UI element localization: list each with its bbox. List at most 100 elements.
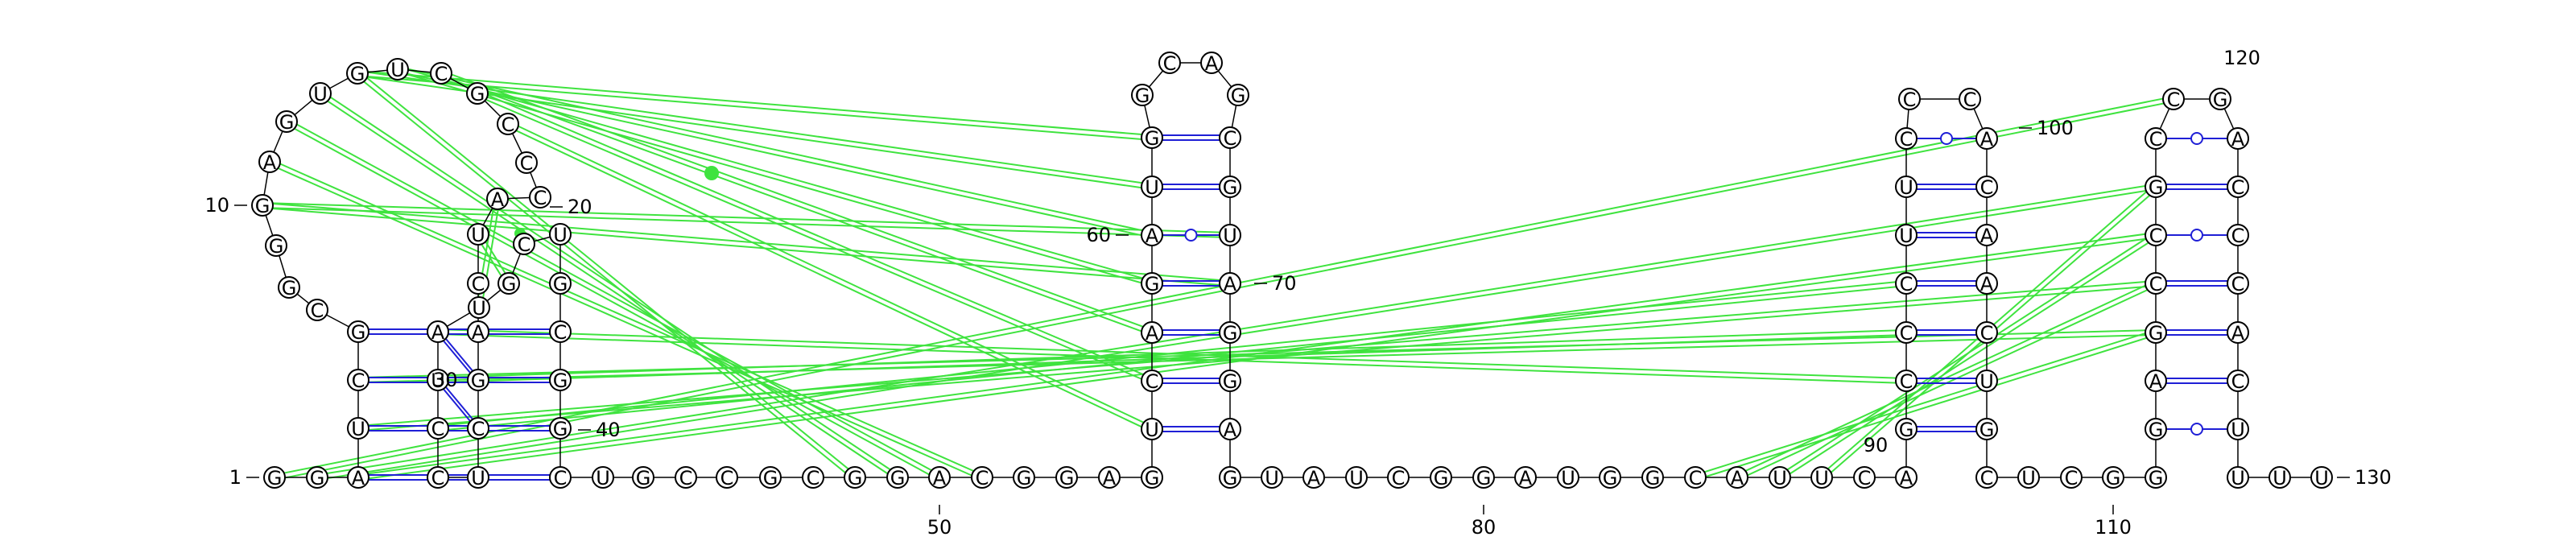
nucleotide: C — [513, 233, 535, 256]
nucleotide-letter: C — [1224, 127, 1237, 150]
crosslink-line — [321, 90, 900, 477]
nucleotide-circle — [2227, 272, 2249, 295]
nucleotide-letter: A — [1519, 467, 1533, 489]
crosslink-line — [1694, 329, 2156, 477]
nucleotide-letter: G — [2149, 176, 2164, 199]
nucleotide: A — [427, 320, 449, 344]
nucleotide: A — [2227, 127, 2249, 151]
crosslink-line — [262, 202, 1231, 283]
nucleotide-letter: G — [636, 467, 651, 489]
nucleotide: U — [549, 223, 572, 246]
nucleotide: U — [1895, 224, 1918, 247]
nucleotide: G — [2209, 88, 2231, 111]
nucleotide-circle — [549, 320, 572, 343]
nucleotide-letter: C — [720, 467, 734, 489]
nucleotide-letter: G — [502, 273, 517, 295]
nucleotide: A — [486, 188, 509, 211]
nucleotide: G — [1975, 418, 1998, 441]
nucleotide-circle — [549, 466, 572, 489]
nucleotide-letter: U — [1561, 467, 1575, 489]
nucleotide: C — [427, 466, 449, 489]
nucleotide: A — [1975, 127, 1998, 151]
position-label-130: 130 — [2355, 466, 2392, 489]
nucleotide: C — [802, 466, 824, 489]
nucleotide-circle — [2060, 466, 2083, 489]
nucleotide: U — [1810, 466, 1833, 489]
crosslink-line — [441, 70, 1154, 332]
nucleotide-letter: G — [1017, 467, 1032, 489]
nucleotide-letter: G — [2149, 467, 2164, 489]
nucleotide-circle — [427, 320, 449, 343]
nucleotide-circle — [278, 276, 300, 299]
nucleotide: U — [1769, 466, 1791, 489]
nucleotide-letter: G — [279, 111, 295, 134]
nucleotide-letter: C — [679, 467, 693, 489]
wobble-pair-marker — [1184, 229, 1198, 242]
nucleotide: G — [2145, 418, 2167, 441]
nucleotide-circle — [467, 320, 489, 343]
nucleotide-letter: C — [520, 152, 534, 175]
nucleotide-circle — [759, 466, 782, 489]
nucleotide-letter: C — [435, 63, 448, 85]
nucleotide-letter: U — [390, 59, 405, 81]
nucleotide-circle — [2227, 466, 2249, 489]
nucleotide-letter: A — [2231, 128, 2245, 151]
nucleotide-circle — [1895, 224, 1918, 246]
nucleotide-circle — [347, 417, 369, 440]
nucleotide: G — [1219, 176, 1241, 199]
nucleotide-circle — [497, 113, 519, 135]
nucleotide-letter: G — [553, 273, 568, 295]
nucleotide-letter: U — [1773, 467, 1787, 489]
nucleotide-letter: C — [1392, 467, 1406, 489]
nucleotide-letter: G — [1603, 467, 1618, 489]
nucleotide: C — [549, 320, 572, 344]
nucleotide-letter: A — [1980, 225, 1994, 247]
position-label-20: 20 — [568, 196, 592, 218]
nucleotide-letter: U — [2231, 419, 2245, 441]
nucleotide-circle — [592, 466, 614, 489]
crosslink-line — [357, 70, 1153, 137]
nucleotide-circle — [1219, 126, 1241, 149]
crosslink-line — [1695, 333, 2157, 481]
nucleotide-circle — [1141, 272, 1163, 295]
nucleotide-circle — [1472, 466, 1495, 489]
nucleotide-circle — [2017, 466, 2040, 489]
nucleotide-circle — [1975, 176, 1998, 198]
nucleotide-letter: C — [1903, 89, 1917, 111]
nucleotide: G — [1227, 84, 1249, 107]
nucleotide-circle — [347, 466, 369, 489]
nucleotide-letter: A — [1146, 225, 1159, 247]
nucleotide: G — [2102, 466, 2124, 489]
nucleotide-circle — [549, 417, 572, 440]
nucleotide-circle — [347, 320, 369, 343]
nucleotide: G — [306, 466, 328, 489]
nucleotide-letter: G — [1145, 273, 1160, 295]
nucleotide-letter: U — [1145, 176, 1159, 199]
nucleotide-circle — [1141, 466, 1163, 489]
nucleotide: C — [971, 466, 993, 489]
nucleotide-circle — [497, 272, 520, 295]
base-pair-lines — [358, 132, 2238, 481]
nucleotide-circle — [467, 417, 489, 440]
nucleotide-circle — [265, 234, 287, 257]
nucleotide-circle — [1975, 127, 1998, 150]
nucleotide: G — [497, 272, 520, 295]
nucleotide-circle — [1895, 370, 1918, 392]
nucleotide-circle — [2145, 272, 2167, 295]
nucleotide-letter: G — [1434, 467, 1449, 489]
nucleotide: U — [592, 466, 614, 489]
nucleotide: G — [265, 234, 287, 258]
nucleotide-letter: C — [2231, 370, 2245, 393]
nucleotide-circle — [632, 466, 654, 489]
nucleotide: A — [1514, 466, 1537, 489]
crosslink-line — [1781, 236, 2158, 481]
nucleotide-circle — [306, 466, 328, 489]
nucleotide: G — [466, 82, 489, 105]
crosslink-junction-dot — [704, 166, 719, 180]
nucleotide-letter: A — [431, 321, 445, 344]
nucleotide-letter: C — [1900, 322, 1913, 345]
nucleotide-letter: C — [2231, 176, 2245, 199]
nucleotide-letter: G — [470, 83, 485, 105]
nucleotide-letter: A — [352, 467, 365, 489]
nucleotide-letter: G — [269, 235, 284, 258]
